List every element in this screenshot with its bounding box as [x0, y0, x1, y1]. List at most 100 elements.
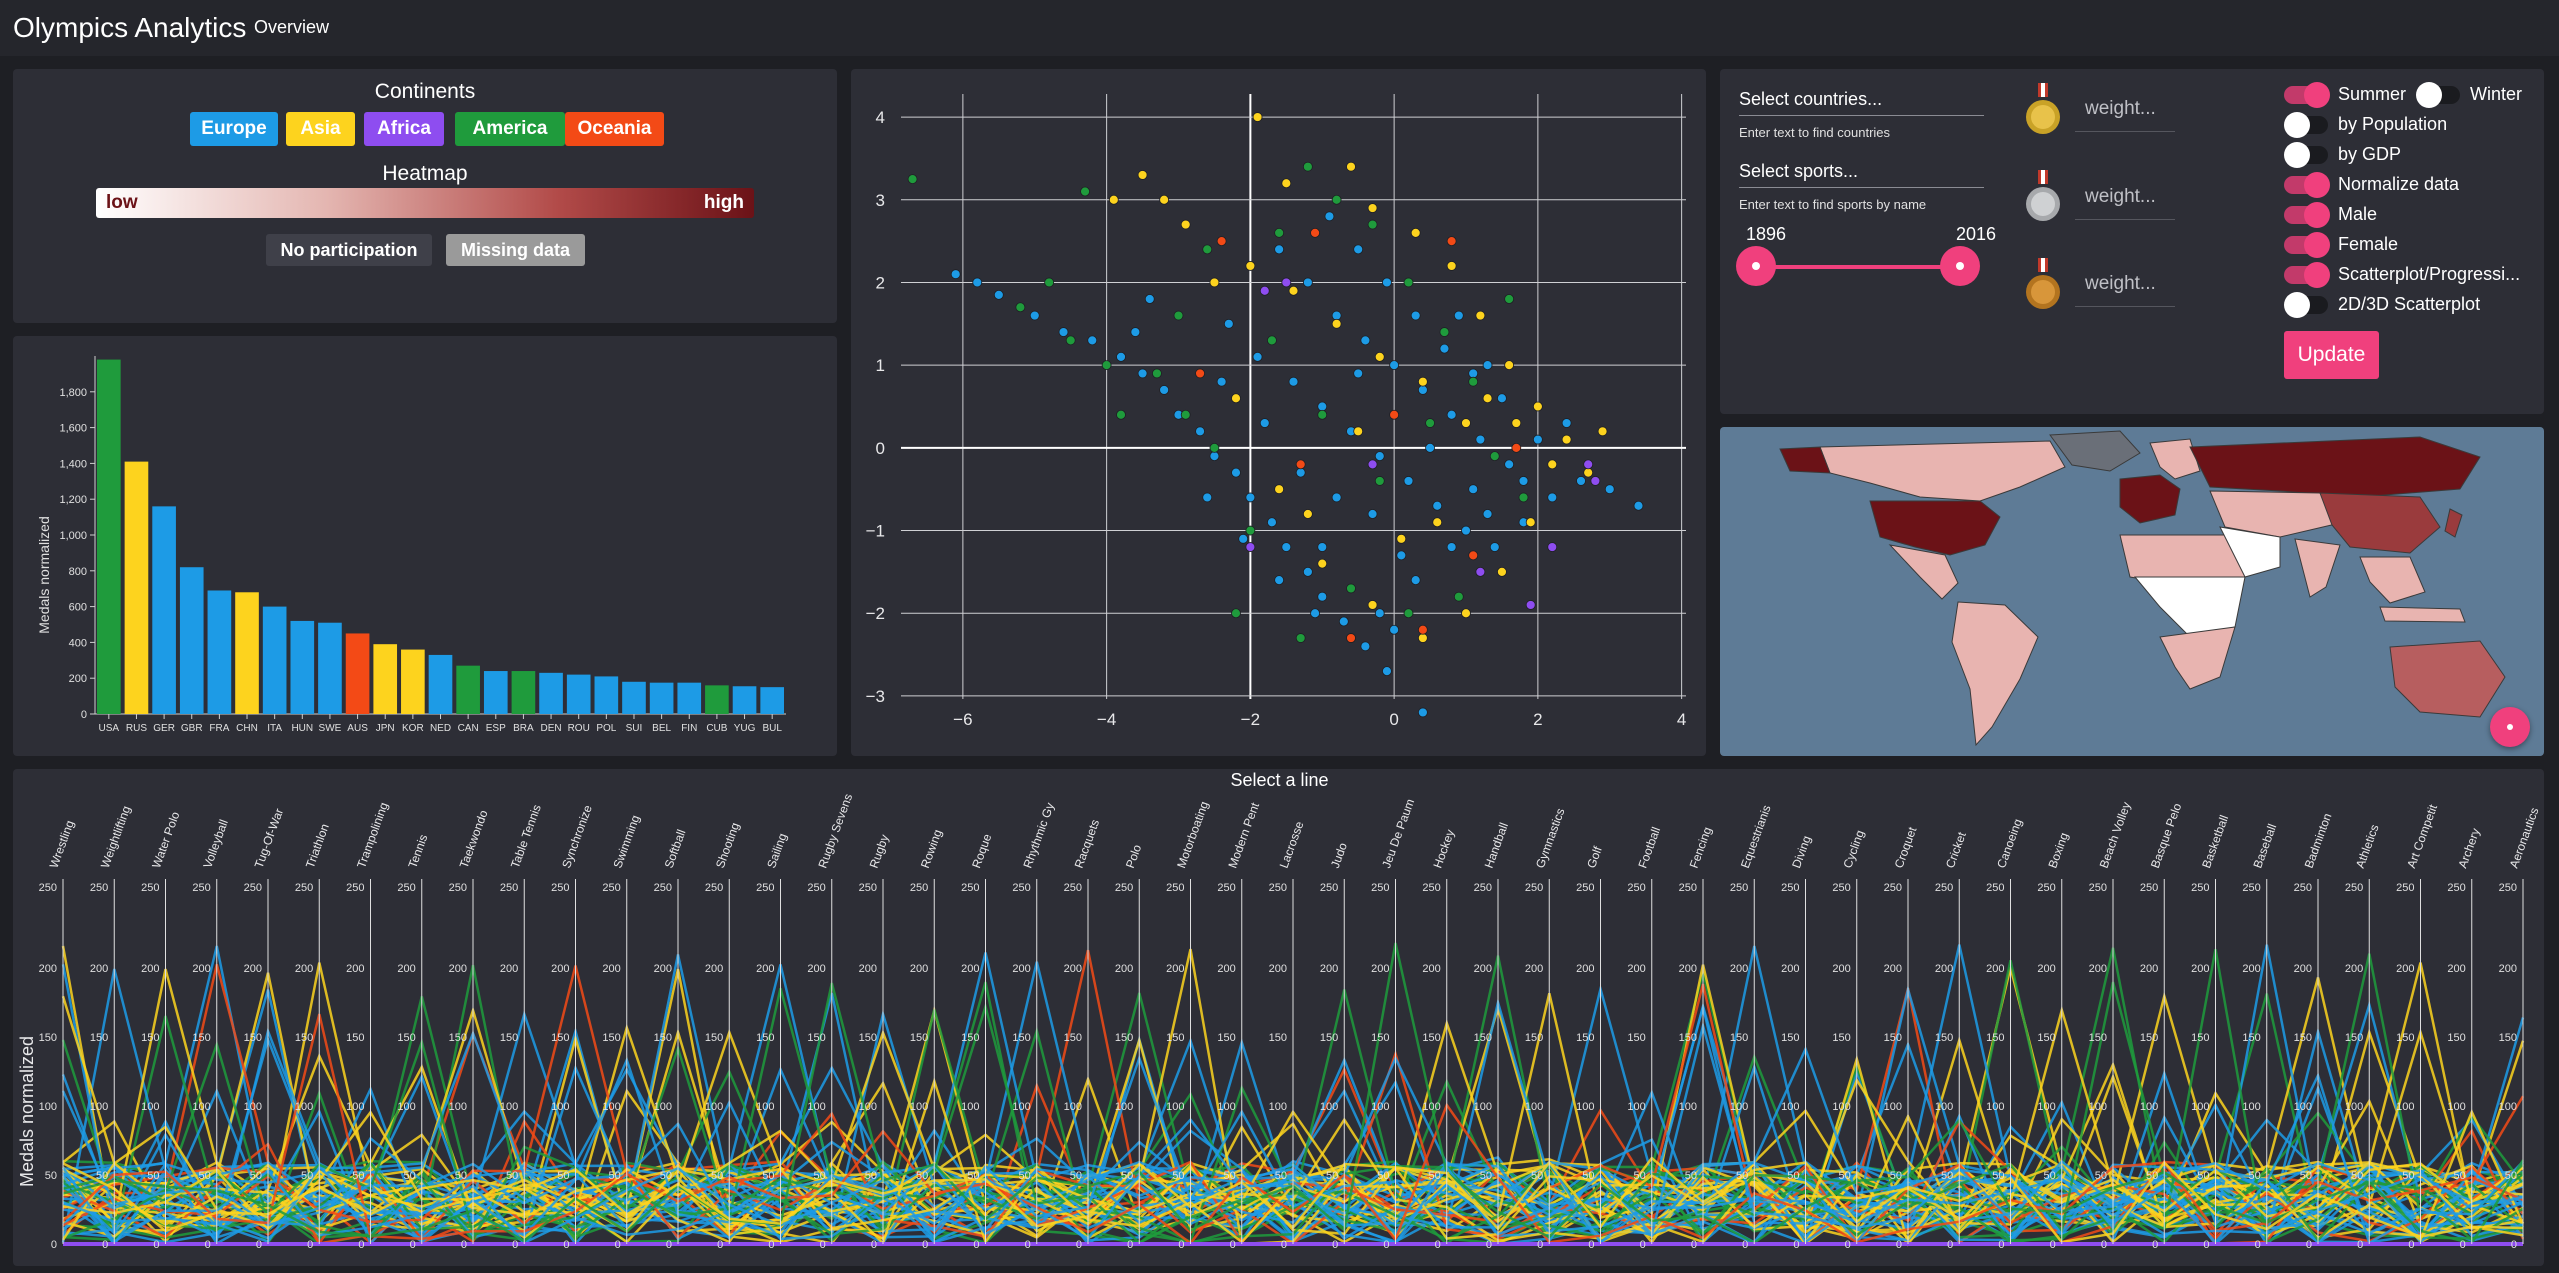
parallel-dimension-label: Taekwondo	[457, 808, 491, 870]
parallel-tick-label: 250	[551, 882, 569, 894]
parallel-tick-label: 150	[1576, 1032, 1594, 1044]
toggle-female[interactable]	[2284, 232, 2330, 258]
parallel-tick-label: 200	[1269, 963, 1287, 975]
chip-europe[interactable]: Europe	[190, 112, 278, 146]
update-button[interactable]: Update	[2284, 331, 2379, 379]
bar-den	[539, 672, 563, 714]
parallel-tick-label: 50	[1326, 1170, 1338, 1182]
chip-africa[interactable]: Africa	[364, 112, 444, 146]
bronze-weight-input[interactable]: weight...	[2085, 273, 2156, 294]
scatter-point-asia	[1274, 484, 1285, 495]
parallel-dimension-label: Handball	[1482, 821, 1511, 870]
nav-overview-link[interactable]: Overview	[254, 17, 330, 37]
scatter-point-america	[1403, 277, 1414, 288]
scatter-point-europe	[1633, 500, 1644, 511]
parallel-tick-label: 150	[602, 1032, 620, 1044]
parallel-tick-label: 150	[1986, 1032, 2004, 1044]
parallel-tick-label: 250	[2294, 882, 2312, 894]
scatter-point-europe	[1029, 310, 1040, 321]
scatter-point-europe	[1504, 459, 1515, 470]
scatter-point-europe	[1130, 327, 1141, 337]
parallel-tick-label: 200	[1474, 963, 1492, 975]
scatter-point-europe	[1417, 385, 1428, 395]
scatter-point-america	[1101, 360, 1112, 371]
toggle-2d-3d-scatterplot[interactable]	[2284, 292, 2328, 318]
scatter-point-europe	[1353, 368, 1364, 379]
parallel-dimension-label: Hockey	[1430, 828, 1457, 870]
parallel-tick-label: 200	[1064, 963, 1082, 975]
scatter-point-asia	[1288, 285, 1299, 296]
bar-kor	[401, 649, 425, 714]
toggle-normalize[interactable]	[2284, 172, 2330, 198]
scatter-point-africa	[1475, 566, 1486, 577]
silver-weight-input[interactable]: weight...	[2085, 186, 2156, 207]
bar-swe	[318, 622, 342, 714]
chip-america[interactable]: America	[455, 112, 565, 146]
scatter-point-asia	[1497, 566, 1507, 577]
scatter-point-europe	[1360, 335, 1371, 346]
parallel-panel: Medals normalized 0 50 100 150 200 250 Wrestlin…	[13, 769, 2544, 1266]
year-end-handle[interactable]	[1940, 246, 1980, 286]
parallel-dimension-label: Polo	[1123, 842, 1144, 870]
parallel-tick-label: 100	[1217, 1101, 1235, 1113]
parallel-tick-label: 0	[1793, 1239, 1799, 1251]
parallel-dimension-label: Golf	[1584, 844, 1605, 870]
scatter-point-america	[1245, 525, 1256, 536]
select-sports-input[interactable]: Select sports...	[1739, 161, 1859, 181]
scatter-point-america	[907, 174, 918, 184]
toggle-summer[interactable]	[2284, 82, 2330, 108]
parallel-tick-label: 150	[1320, 1032, 1338, 1044]
parallel-dimension-label: Athletics	[2353, 823, 2382, 870]
parallel-tick-label: 0	[1588, 1239, 1594, 1251]
scatter-point-europe	[1231, 467, 1241, 478]
parallel-tick-label: 0	[1435, 1239, 1441, 1251]
bar-x-tick-label: FIN	[681, 723, 697, 734]
parallel-tick-label: 0	[1178, 1239, 1184, 1251]
gold-weight-underline	[2075, 131, 2175, 132]
parallel-tick-label: 150	[1115, 1032, 1133, 1044]
parallel-tick-label: 150	[1064, 1032, 1082, 1044]
parallel-tick-label: 100	[2447, 1101, 2465, 1113]
map-middle-east	[2219, 526, 2281, 578]
toggle-male[interactable]	[2284, 202, 2330, 228]
toggle-by-population[interactable]	[2284, 112, 2328, 138]
scatter-point-oceania	[1216, 236, 1227, 247]
parallel-tick-label: 100	[551, 1101, 569, 1113]
parallel-tick-label: 0	[615, 1239, 621, 1251]
parallel-tick-label: 250	[1474, 882, 1492, 894]
map-fab-button[interactable]	[2490, 707, 2530, 747]
parallel-tick-label: 100	[244, 1101, 262, 1113]
parallel-dimension-label: Sailing	[764, 831, 789, 870]
parallel-dimension-label: Rugby Sevens	[815, 792, 855, 870]
parallel-title: Select a line	[1230, 770, 1329, 790]
scatter-point-asia	[1410, 227, 1421, 238]
parallel-dimension-label: Water Polo	[149, 810, 182, 870]
parallel-tick-label: 200	[2396, 963, 2414, 975]
parallel-tick-label: 200	[2089, 963, 2107, 975]
scatter-point-america	[1267, 335, 1277, 346]
parallel-tick-label: 250	[1320, 882, 1338, 894]
chip-oceania[interactable]: Oceania	[565, 112, 664, 146]
parallel-tick-label: 50	[2454, 1170, 2466, 1182]
bar-x-tick-label: BRA	[513, 723, 534, 734]
year-start-handle[interactable]	[1736, 246, 1776, 286]
toggle-winter[interactable]	[2416, 82, 2460, 108]
select-countries-input[interactable]: Select countries...	[1739, 89, 1883, 109]
world-map-panel[interactable]	[1720, 427, 2544, 756]
parallel-tick-label: 250	[654, 882, 672, 894]
chip-asia[interactable]: Asia	[286, 112, 355, 146]
parallel-tick-label: 250	[859, 882, 877, 894]
scatter-point-europe	[1295, 467, 1306, 478]
parallel-tick-label: 100	[295, 1101, 313, 1113]
parallel-tick-label: 200	[1371, 963, 1389, 975]
scatter-point-europe	[1274, 244, 1285, 255]
heatmap-low-label: low	[106, 192, 138, 213]
scatter-point-europe	[1317, 542, 1328, 552]
parallel-tick-label: 50	[45, 1170, 57, 1182]
toggle-scatterplot-progression[interactable]	[2284, 262, 2330, 288]
gold-weight-input[interactable]: weight...	[2085, 98, 2156, 119]
handle-dot-icon	[1752, 262, 1760, 270]
toggle-by-gdp[interactable]	[2284, 142, 2328, 168]
scatter-point-europe	[1374, 451, 1385, 462]
parallel-tick-label: 100	[2396, 1101, 2414, 1113]
